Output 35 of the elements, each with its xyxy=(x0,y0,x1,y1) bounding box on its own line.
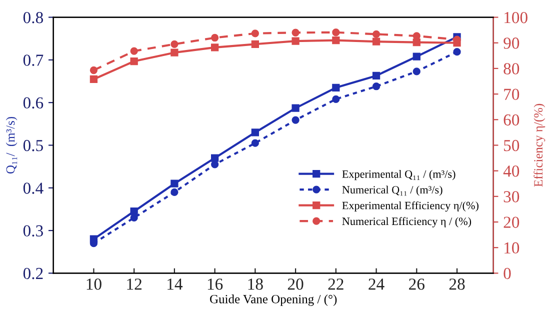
y-tick-label: 0.8 xyxy=(23,12,43,24)
legend-label: Experimental Q₁₁ / (m³/s) xyxy=(342,170,456,180)
y-tick-label: 0.7 xyxy=(23,54,44,66)
y2-tick-label: 80 xyxy=(504,63,520,74)
y2-tick-label: 70 xyxy=(504,88,520,100)
y2-tick-label: 60 xyxy=(504,114,520,126)
y2-tick-label: 20 xyxy=(504,216,520,228)
y2-tick-label: 90 xyxy=(504,38,520,49)
x-tick-label: 22 xyxy=(328,278,344,290)
x-tick-label: 28 xyxy=(449,278,465,290)
y-tick-label: 0.2 xyxy=(23,268,43,280)
y2-tick-label: 0 xyxy=(504,268,511,280)
y2-tick-label: 40 xyxy=(503,166,520,177)
y-tick-label: 0.5 xyxy=(23,140,43,152)
x-tick-label: 14 xyxy=(168,278,183,290)
x-tick-label: 16 xyxy=(208,278,223,290)
y-tick-label: 0.6 xyxy=(23,97,44,109)
x-tick-label: 12 xyxy=(127,278,142,290)
x-tick-label: 24 xyxy=(368,278,384,290)
y-tick-label: 0.3 xyxy=(23,225,43,237)
x-tick-label: 18 xyxy=(248,278,263,290)
y2-axis-title: Efficiency η/(%) xyxy=(534,104,546,187)
legend-label: Numerical Efficiency η / (%) xyxy=(342,217,472,228)
y2-tick-label: 50 xyxy=(504,140,520,152)
legend-label: Numerical Q₁₁ / (m³/s) xyxy=(342,186,442,196)
x-tick-label: 26 xyxy=(409,278,424,290)
y2-tick-label: 100 xyxy=(504,12,528,24)
x-tick-label: 20 xyxy=(288,278,304,290)
x-axis-title: Guide Vane Opening / (°) xyxy=(210,294,337,306)
y2-tick-label: 30 xyxy=(504,191,520,202)
x-tick-label: 10 xyxy=(86,278,102,290)
y-tick-label: 0.4 xyxy=(23,182,44,194)
y-axis-title: Q₁₁/ (m³/s) xyxy=(6,116,18,174)
y2-tick-label: 10 xyxy=(504,242,520,254)
legend-label: Experimental Efficiency η/(%) xyxy=(342,201,478,212)
